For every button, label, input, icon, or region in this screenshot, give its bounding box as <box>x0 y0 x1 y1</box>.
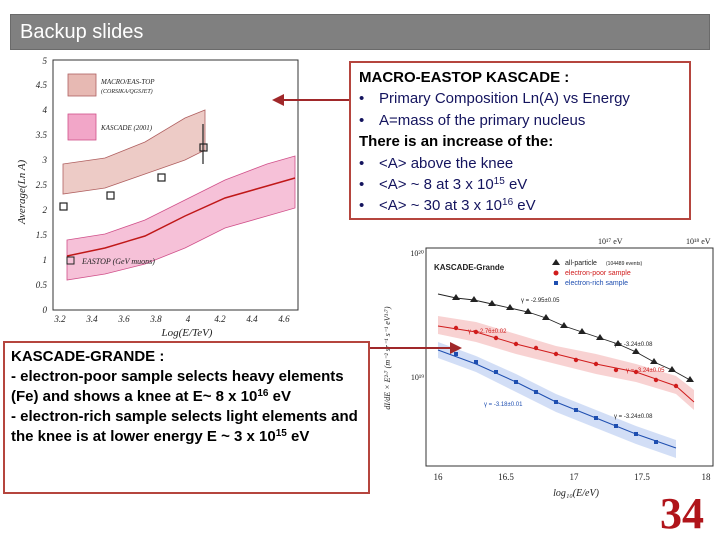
bullet-marker: • <box>359 176 365 194</box>
legend-kascade-swatch <box>67 113 97 141</box>
page-number: 34 <box>660 489 704 538</box>
box2-paragraph-text: - electron-rich sample selects light ele… <box>11 408 358 445</box>
plot2-top-label-2: 10¹⁸ eV <box>686 237 711 246</box>
plot1-ytick: 4.5 <box>36 80 48 90</box>
plot1-ytick: 4 <box>43 105 48 115</box>
box2-exponent: 15 <box>275 428 287 439</box>
eastop-points <box>59 124 208 211</box>
plot2-ytick-1: 10²⁰ <box>410 249 424 258</box>
box1-bullet-text: <A> above the knee <box>379 154 514 172</box>
plot1-xlabel: Log(E/TeV) <box>161 327 213 339</box>
box2-paragraph-suffix: eV <box>268 388 291 405</box>
plot2-xtick: 16.5 <box>498 472 514 482</box>
legend-poor-label: electron-poor sample <box>565 270 631 277</box>
kascade-central-line <box>66 177 296 257</box>
plot1-ytick: 5 <box>43 56 48 66</box>
plot2-ytick-2: 10¹⁹ <box>411 373 424 382</box>
legend-poor-marker <box>553 270 559 276</box>
plot1-ytick: 0.5 <box>36 280 48 290</box>
bullet-marker: • <box>359 111 365 129</box>
kascade-grande-textbox: KASCADE-GRANDE : - electron-poor sample … <box>3 341 370 494</box>
legend-macro-swatch <box>67 73 97 97</box>
macro-eastop-band <box>62 109 206 195</box>
gamma-annotation-2: γ = -2.76±0.02 <box>468 329 507 335</box>
box2-exponent: 16 <box>257 388 269 399</box>
plot2-ylabel: dI/dE × E²·⁷ (m⁻² sr⁻¹ s⁻¹ eV¹·⁷) <box>383 306 392 410</box>
bullet-marker: • <box>359 90 365 108</box>
legend-macro-label: MACRO/EAS-TOP <box>100 78 155 86</box>
plot1-ytick: 2 <box>43 205 48 215</box>
box1-bullet: • <A> ~ 30 at 3 x 1016 eV <box>359 195 681 216</box>
plot1-ytick: 1 <box>43 255 48 265</box>
plot1-ytick: 3 <box>42 155 48 165</box>
box1-bullet: • <A> ~ 8 at 3 x 1015 eV <box>359 174 681 195</box>
plot1-xtick: 4.6 <box>278 314 290 324</box>
plot1-ytick: 1.5 <box>36 230 48 240</box>
legend-rich-marker <box>554 281 558 285</box>
legend-rich-label: electron-rich sample <box>565 280 628 287</box>
plot2-xtick: 17 <box>570 472 580 482</box>
box2-paragraph-text: - electron-poor sample selects heavy ele… <box>11 368 344 405</box>
slide-title-bar: Backup slides <box>10 14 710 50</box>
macro-eastop-textbox: MACRO-EASTOP KASCADE : • Primary Composit… <box>349 61 691 220</box>
plot2-xtick: 16 <box>434 472 444 482</box>
arrow-to-lna-plot <box>272 94 350 106</box>
kascade-grande-spectrum-plot: 10¹⁷ eV 10¹⁸ eV 10²⁰ 10¹⁹ dI/dE × E²·⁷ (… <box>383 237 714 499</box>
gamma-annotation-3: γ = -3.24±0.08 <box>614 342 653 348</box>
box1-bullet-text: Primary Composition Ln(A) vs Energy <box>379 90 630 108</box>
box2-paragraph-suffix: eV <box>286 428 310 445</box>
slide-title: Backup slides <box>20 21 144 43</box>
box1-bullet-text: <A> ~ 8 at 3 x 10 <box>379 176 494 194</box>
plot1-ytick: 2.5 <box>36 180 48 190</box>
bullet-marker: • <box>359 197 365 215</box>
box1-bullet: • A=mass of the primary nucleus <box>359 110 681 131</box>
electron-rich-points <box>454 352 658 444</box>
plot1-xtick: 4 <box>186 314 191 324</box>
box1-bullet: • <A> above the knee <box>359 153 681 174</box>
gamma-annotation-5: γ = -3.18±0.01 <box>484 402 523 408</box>
gamma-annotation-6: γ = -3.24±0.08 <box>614 414 653 420</box>
legend-all-marker <box>552 259 560 265</box>
box2-paragraph: - electron-poor sample selects heavy ele… <box>11 367 362 407</box>
plot1-xtick: 3.6 <box>117 314 130 324</box>
plot2-title: KASCADE-Grande <box>434 263 505 272</box>
legend-kascade-label: KASCADE (2001) <box>100 124 153 132</box>
plot1-ytick: 3.5 <box>35 130 48 140</box>
box1-bullet-text: <A> ~ 30 at 3 x 10 <box>379 197 503 215</box>
plot1-xtick: 3.2 <box>53 314 66 324</box>
box1-subheading: There is an increase of the: <box>359 133 554 151</box>
electron-poor-points <box>453 325 679 389</box>
box1-exponent: 16 <box>502 197 514 209</box>
legend-all-events: (104489 events) <box>606 261 642 267</box>
plot1-xtick: 3.4 <box>85 314 98 324</box>
plot2-xtick: 18 <box>702 472 712 482</box>
box1-heading: MACRO-EASTOP KASCADE : <box>359 69 570 86</box>
legend-eastop-label: EASTOP (GeV muons) <box>81 257 155 266</box>
plot2-xlabel: log₁₀(E/eV) <box>553 488 599 499</box>
box2-paragraph: - electron-rich sample selects light ele… <box>11 407 362 447</box>
lna-vs-energy-plot: 0 0.5 1 1.5 2 2.5 3 3.5 4 4.5 5 3.2 3.4 … <box>16 56 299 339</box>
box1-exponent: 15 <box>493 176 505 188</box>
box1-bullet-text: A=mass of the primary nucleus <box>379 111 586 129</box>
arrow-to-spectrum-plot <box>370 342 462 354</box>
plot2-top-label-1: 10¹⁷ eV <box>598 237 623 246</box>
legend-macro-sub: (CORSIKA/QGSJET) <box>101 88 153 95</box>
plot1-xtick: 4.2 <box>214 314 226 324</box>
legend-eastop-marker <box>66 256 75 265</box>
all-particle-points <box>452 294 694 382</box>
gamma-annotation-1: γ = -2.95±0.05 <box>521 298 560 304</box>
legend-all-label: all-particle <box>565 260 597 267</box>
box1-bullet: • Primary Composition Ln(A) vs Energy <box>359 88 681 109</box>
plot1-ylabel: Average(Ln A) <box>16 160 28 226</box>
plot1-ytick: 0 <box>43 305 48 315</box>
plot1-xtick: 4.4 <box>246 314 258 324</box>
bullet-marker: • <box>359 154 365 172</box>
plot2-xtick: 17.5 <box>634 472 650 482</box>
box2-heading: KASCADE-GRANDE : <box>11 348 165 365</box>
plot1-xtick: 3.8 <box>149 314 162 324</box>
box1-bullet-suffix: eV <box>504 176 528 194</box>
box1-bullet-suffix: eV <box>513 197 536 215</box>
gamma-annotation-4: γ = -3.24±0.05 <box>626 368 665 374</box>
